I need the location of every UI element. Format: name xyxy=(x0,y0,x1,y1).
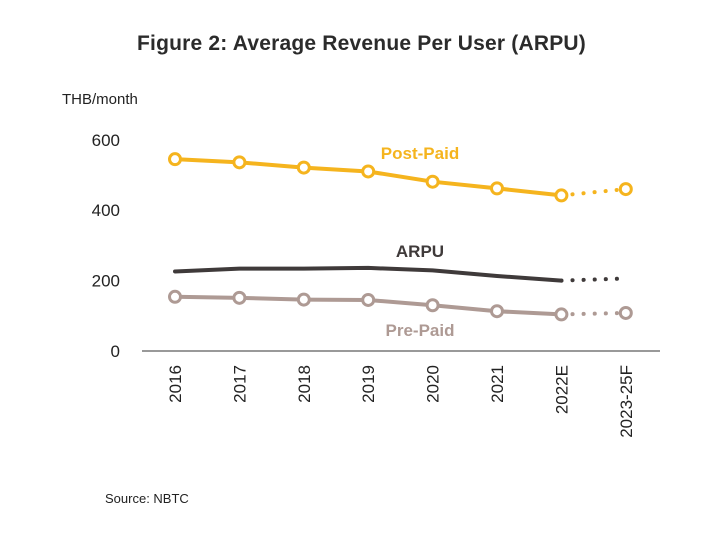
x-tick-label: 2016 xyxy=(166,365,185,403)
data-point xyxy=(232,155,247,170)
data-point xyxy=(296,292,311,307)
y-axis-unit-label: THB/month xyxy=(62,91,138,108)
data-point xyxy=(296,160,311,175)
data-point xyxy=(554,188,569,203)
data-point xyxy=(554,307,569,322)
x-tick-label: 2021 xyxy=(488,365,507,403)
series-label: Post-Paid xyxy=(381,144,459,163)
data-point xyxy=(490,304,504,319)
data-point xyxy=(361,164,376,179)
x-tick-label: 2018 xyxy=(295,365,314,403)
y-tick-label: 600 xyxy=(92,131,120,150)
y-tick-label: 0 xyxy=(111,342,120,361)
data-point xyxy=(232,290,247,305)
series-label: Pre-Paid xyxy=(386,321,455,340)
data-point xyxy=(618,305,633,320)
x-tick-label: 2023-25F xyxy=(617,365,636,438)
y-tick-label: 400 xyxy=(92,201,120,220)
series-arpu xyxy=(173,265,628,283)
chart-title: Figure 2: Average Revenue Per User (ARPU… xyxy=(137,32,586,55)
series-projection-line xyxy=(559,187,628,198)
source-note: Source: NBTC xyxy=(105,491,189,506)
data-point xyxy=(168,289,182,304)
series-label: ARPU xyxy=(396,242,444,261)
x-tick-label: 2019 xyxy=(359,365,378,403)
data-point xyxy=(490,181,504,196)
data-point xyxy=(618,182,633,197)
data-point xyxy=(425,174,440,189)
series-post-paid xyxy=(168,152,633,203)
data-point xyxy=(168,152,182,167)
data-point xyxy=(361,292,376,307)
x-tick-label: 2022E xyxy=(552,365,571,414)
x-tick-label: 2017 xyxy=(230,365,249,403)
series-line xyxy=(173,265,564,283)
series-projection-line xyxy=(559,310,628,317)
y-tick-label: 200 xyxy=(92,272,120,291)
series-pre-paid xyxy=(168,289,633,322)
data-point xyxy=(425,298,440,313)
series-projection-line xyxy=(559,276,628,283)
x-tick-label: 2020 xyxy=(424,365,443,403)
